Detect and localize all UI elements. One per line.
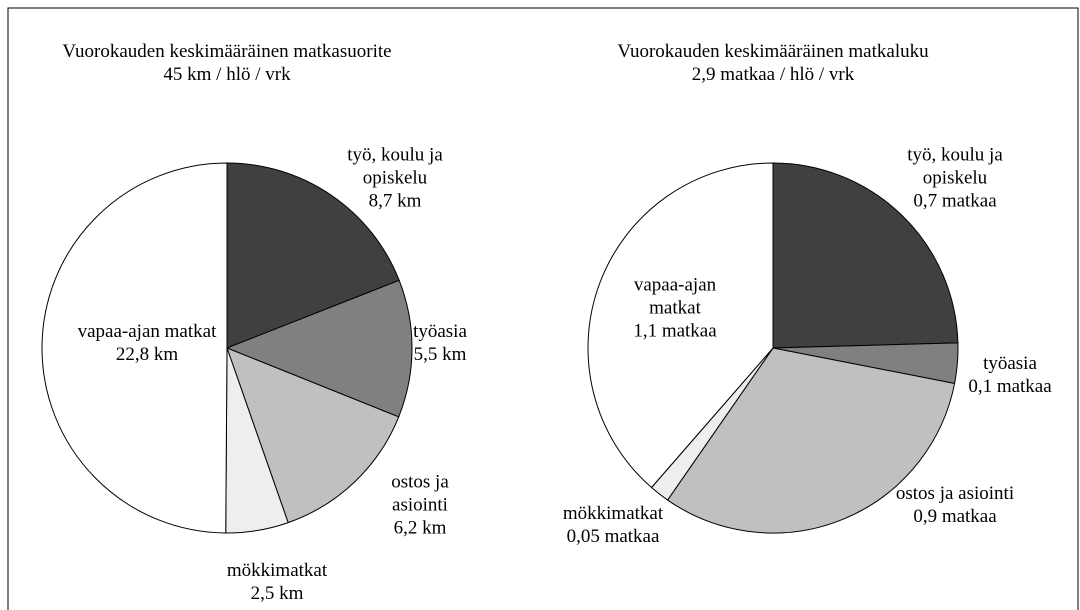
value-label: 2,5 km <box>250 583 304 604</box>
chart-subtitle: 2,9 matkaa / hlö / vrk <box>691 64 855 85</box>
value-label: 0,9 matkaa <box>913 506 997 527</box>
value-label: 0,05 matkaa <box>566 526 660 547</box>
category-name: työasia <box>983 353 1037 374</box>
pie-slice <box>41 162 228 534</box>
category-name: ostos ja asiointi <box>895 483 1015 504</box>
value-label: 5,5 km <box>413 344 467 365</box>
value-label: 0,7 matkaa <box>913 190 997 212</box>
chart-subtitle: 45 km / hlö / vrk <box>163 64 291 85</box>
category-name: työ, koulu ja opiskelu <box>347 144 443 189</box>
slice-label: työ, koulu ja opiskelu 8,7 km <box>330 144 460 213</box>
category-name: työasia <box>413 321 467 342</box>
category-name: vapaa-ajan matkat <box>633 274 717 319</box>
category-name: mökkimatkat <box>226 560 328 581</box>
category-name: työ, koulu ja opiskelu <box>907 144 1003 189</box>
slice-label: työ, koulu ja opiskelu 0,7 matkaa <box>890 144 1020 213</box>
value-label: 6,2 km <box>393 517 447 539</box>
pie-slice <box>225 279 413 418</box>
chart-title: Vuorokauden keskimääräinen matkaluku <box>617 41 929 62</box>
category-name: mökkimatkat <box>562 503 664 524</box>
value-label: 1,1 matkaa <box>633 320 717 342</box>
pie-slice <box>666 347 956 534</box>
frame <box>7 7 1079 610</box>
slice-label: vapaa-ajan matkat 1,1 matkaa <box>620 274 730 343</box>
value-label: 0,1 matkaa <box>968 376 1052 397</box>
pie-slice <box>587 162 774 489</box>
slice-label: ostos ja asiointi 0,9 matkaa <box>865 482 1045 528</box>
pie-slice <box>772 162 959 349</box>
slice-label: ostos ja asiointi 6,2 km <box>375 471 465 540</box>
slice-label: työasia 5,5 km <box>395 320 485 366</box>
slice-label: vapaa-ajan matkat 22,8 km <box>67 320 227 366</box>
chart-title: Vuorokauden keskimääräinen matkasuorite <box>62 41 392 62</box>
slice-label: mökkimatkat 0,05 matkaa <box>543 502 683 548</box>
category-name: vapaa-ajan matkat <box>77 321 217 342</box>
slice-label: mökkimatkat 2,5 km <box>212 559 342 605</box>
slice-label: työasia 0,1 matkaa <box>955 352 1065 398</box>
pie-slice <box>226 162 400 349</box>
value-label: 22,8 km <box>115 344 179 365</box>
category-name: ostos ja asiointi <box>391 471 449 516</box>
pie-slice <box>226 347 400 524</box>
value-label: 8,7 km <box>368 190 422 212</box>
